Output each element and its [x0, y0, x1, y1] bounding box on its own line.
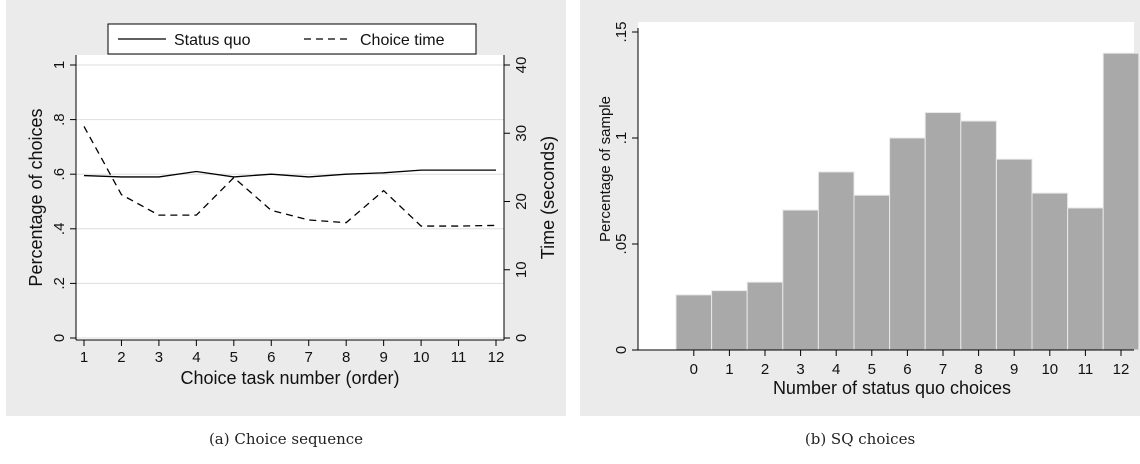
- x-tick-label: 9: [379, 349, 387, 366]
- y-axis-title: Percentage of choices: [26, 108, 46, 286]
- x-tick-label: 5: [230, 349, 238, 366]
- x-tick-label: 7: [939, 361, 947, 378]
- y2-tick-label: 0: [513, 334, 530, 342]
- y-tick-label: .4: [51, 223, 68, 236]
- x-tick-label: 9: [1010, 361, 1018, 378]
- choice-sequence-panel: 0.2.4.6.8 1 0 10 20 30 40 1 2 3 4 5 6 7 8 9 10 11 12 Choice…: [6, 0, 566, 416]
- x-tick-label: 10: [413, 349, 430, 366]
- bar: [675, 294, 713, 351]
- bar: [853, 194, 891, 351]
- y-tick-label: 0: [613, 346, 630, 354]
- series-line-choice-time: [83, 126, 497, 227]
- x-tick-label: 8: [342, 349, 350, 366]
- x-tick-label: 11: [451, 349, 467, 366]
- y-tick-label: .8: [51, 113, 68, 126]
- x-tick-label: 12: [1113, 361, 1130, 378]
- x-tick-label: 1: [725, 361, 733, 378]
- x-tick-label: 6: [267, 349, 275, 366]
- y2-tick-label: 10: [513, 261, 530, 278]
- bar: [1067, 207, 1104, 351]
- x-tick-label: 8: [974, 361, 982, 378]
- x-tick-label: 4: [832, 361, 840, 378]
- bar: [1031, 192, 1069, 351]
- y2-tick-label: 20: [513, 193, 530, 210]
- y2-tick-label: 30: [513, 125, 530, 142]
- x-tick-label: 2: [761, 361, 769, 378]
- x-tick-label: 3: [155, 349, 163, 366]
- x-tick-label: 1: [80, 349, 88, 366]
- x-tick-label: 4: [192, 349, 200, 366]
- sq-choices-panel: 0.05.1.15 0 1 2 3 4 5 6 7 8 9 10 11 12 Number of statu…: [580, 0, 1140, 416]
- x-tick-label: 7: [305, 349, 313, 366]
- legend-label-choice-time: Choice time: [360, 32, 445, 49]
- bar: [782, 209, 819, 351]
- bar: [1102, 52, 1140, 351]
- legend-label-status-quo: Status quo: [174, 32, 251, 49]
- y-tick-label: .1: [613, 132, 630, 145]
- x-tick-label: 5: [868, 361, 876, 378]
- x-axis-title: Number of status quo choices: [773, 378, 1011, 398]
- y-axis-title: Percentage of sample: [597, 96, 614, 242]
- x-tick-label: 12: [488, 349, 505, 366]
- x-tick-label: 6: [903, 361, 911, 378]
- y-tick-label: .15: [613, 22, 630, 43]
- x-tick-label: 10: [1041, 361, 1058, 378]
- x-tick-label: 3: [796, 361, 804, 378]
- y2-tick-label: 40: [513, 57, 530, 74]
- bar: [817, 171, 855, 351]
- x-tick-label: 0: [690, 361, 698, 378]
- x-tick-label: 2: [117, 349, 125, 366]
- plot-area: [76, 55, 504, 340]
- bar: [960, 120, 997, 351]
- caption-sq-choices: (b) SQ choices: [804, 430, 916, 448]
- legend-box: [107, 23, 477, 55]
- y-tick-label: 1: [51, 61, 68, 69]
- y-tick-label: .05: [613, 234, 630, 255]
- legend: Status quo Choice time: [107, 23, 477, 55]
- x-tick-label: 11: [1078, 361, 1094, 378]
- bar: [889, 137, 926, 351]
- bar: [995, 158, 1033, 351]
- y-tick-label: .6: [51, 168, 68, 181]
- series-line-status-quo: [83, 169, 496, 178]
- y2-axis-title: Time (seconds): [538, 136, 558, 259]
- caption-choice-sequence: (a) Choice sequence: [208, 430, 364, 448]
- y-tick-label: .2: [51, 277, 68, 290]
- x-axis-title: Choice task number (order): [180, 368, 399, 388]
- bar: [746, 281, 784, 351]
- y-tick-label: 0: [51, 334, 68, 342]
- bar: [711, 290, 748, 351]
- bar: [924, 112, 962, 351]
